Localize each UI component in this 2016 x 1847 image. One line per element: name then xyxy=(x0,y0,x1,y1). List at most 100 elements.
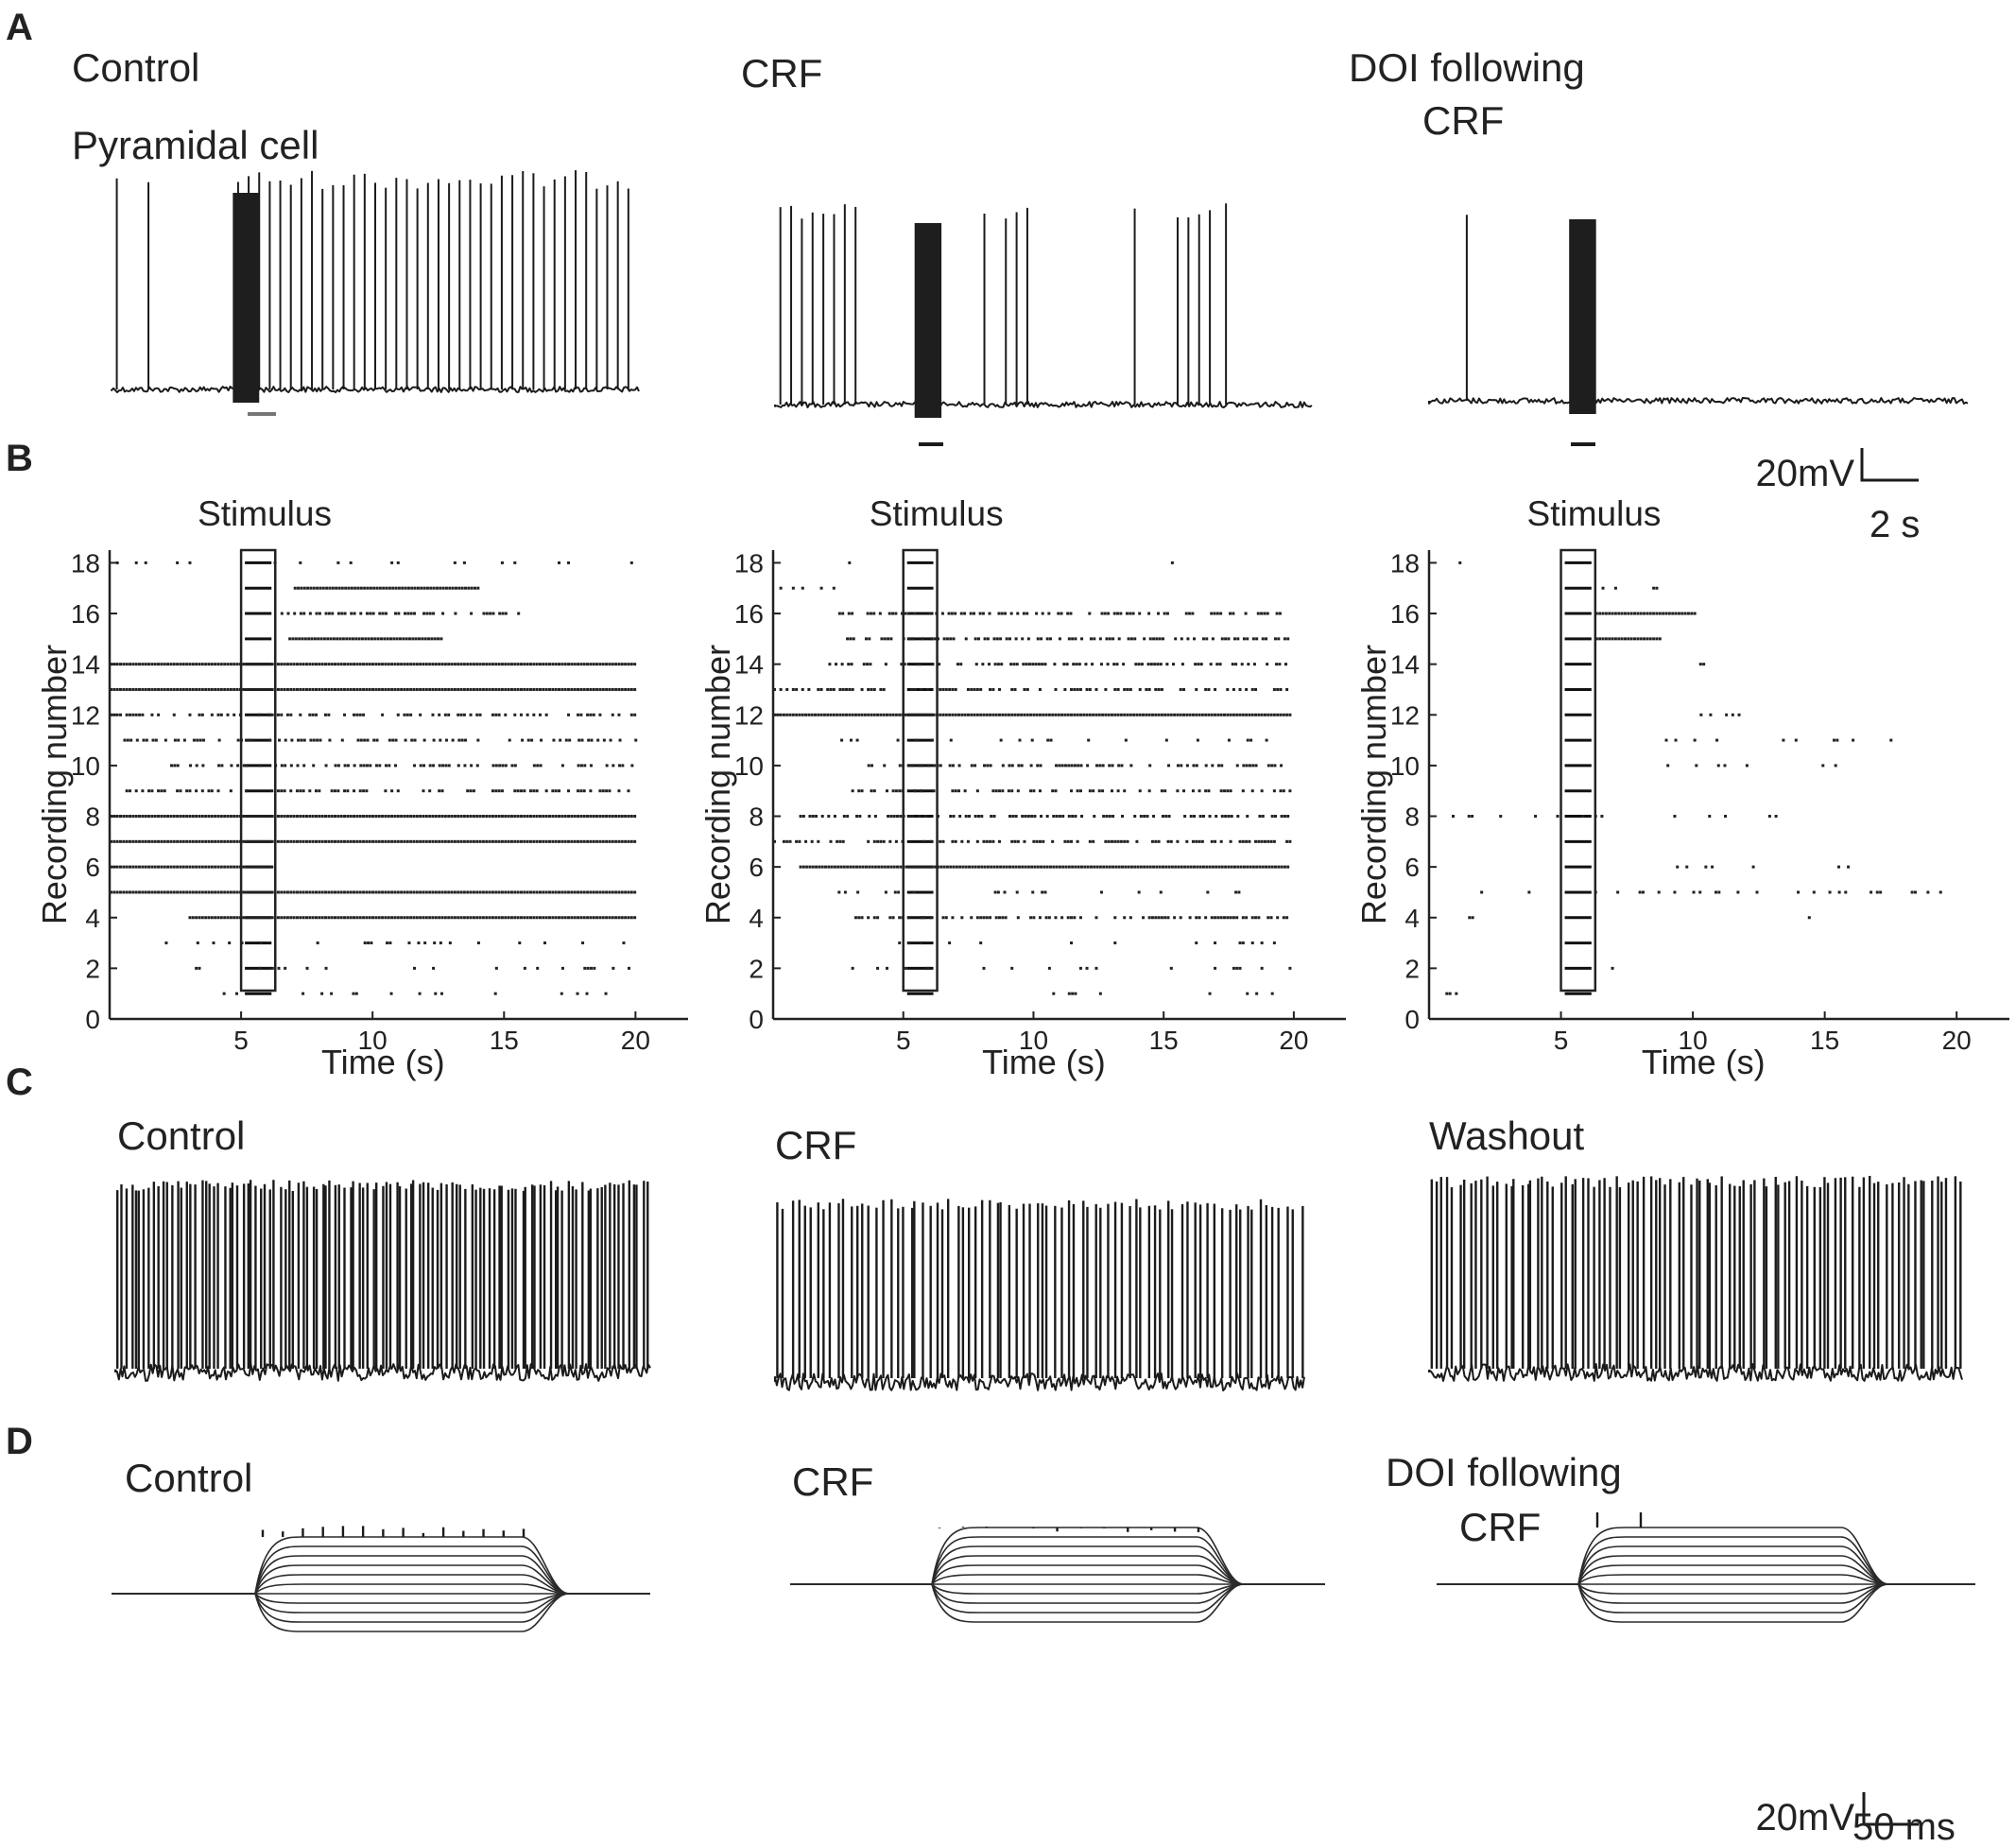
spike-tick xyxy=(1098,865,1102,869)
spike-tick xyxy=(1040,865,1043,869)
spike-tick xyxy=(945,865,949,869)
voltage-response xyxy=(112,1555,650,1595)
spike-tick xyxy=(851,713,854,716)
spike-tick xyxy=(294,637,298,641)
spike-tick xyxy=(857,789,861,793)
spike-tick xyxy=(618,738,622,742)
spike-tick xyxy=(1157,916,1161,920)
spike-tick xyxy=(254,839,258,843)
spike-tick xyxy=(548,815,552,819)
spike-tick xyxy=(459,713,463,716)
spike-tick xyxy=(478,687,482,691)
spike-tick xyxy=(897,890,901,894)
spike-tick xyxy=(422,815,425,819)
spike-tick xyxy=(459,916,463,920)
spike-tick xyxy=(1117,865,1121,869)
spike-tick xyxy=(422,764,426,768)
spike-tick xyxy=(315,612,319,615)
spike-tick xyxy=(238,865,242,869)
spike-tick xyxy=(466,663,470,666)
spike-tick xyxy=(339,839,343,843)
spike-tick xyxy=(444,764,448,768)
spike-tick xyxy=(142,738,146,742)
spike-tick xyxy=(1238,687,1242,691)
spike-tick xyxy=(519,789,523,793)
spike-tick xyxy=(138,865,142,869)
spike-tick xyxy=(339,890,343,894)
spike-tick xyxy=(179,815,182,819)
y-tick-label: 4 xyxy=(749,904,764,933)
spike-tick xyxy=(181,839,185,843)
spike-tick xyxy=(992,865,996,869)
spike-tick xyxy=(513,839,517,843)
spike-tick xyxy=(997,839,1001,843)
spike-tick xyxy=(393,815,397,819)
spike-tick xyxy=(354,637,358,641)
spike-tick xyxy=(343,789,347,793)
spike-tick xyxy=(432,586,436,590)
spike-tick xyxy=(191,890,195,894)
spike-tick xyxy=(1695,764,1698,768)
spike-tick xyxy=(629,890,633,894)
spike-tick xyxy=(394,738,398,742)
spike-tick xyxy=(433,941,437,945)
spike-tick xyxy=(624,687,628,691)
spike-tick xyxy=(1092,713,1095,716)
spike-tick xyxy=(558,663,561,666)
spike-tick xyxy=(1204,916,1208,920)
spike-tick xyxy=(1029,916,1033,920)
spike-tick xyxy=(1070,916,1074,920)
spike-tick xyxy=(988,612,991,615)
spike-tick xyxy=(528,789,532,793)
spike-tick xyxy=(922,916,926,920)
spike-tick xyxy=(432,738,436,742)
spike-tick xyxy=(849,738,853,742)
spike-tick xyxy=(404,612,407,615)
spike-tick xyxy=(189,764,193,768)
spike-tick xyxy=(497,687,501,691)
voltage-response xyxy=(790,1564,1325,1585)
spike-tick xyxy=(381,916,385,920)
spike-tick xyxy=(1057,612,1060,615)
spike-tick xyxy=(573,815,577,819)
spike-tick xyxy=(1247,663,1250,666)
spike-tick xyxy=(872,612,876,615)
spike-tick xyxy=(913,789,917,793)
spike-tick xyxy=(560,966,564,970)
y-axis-label: Recording number xyxy=(35,645,74,924)
spike-tick xyxy=(1224,637,1228,641)
spike-tick xyxy=(327,612,331,615)
spike-tick xyxy=(833,865,836,869)
spike-tick xyxy=(1844,890,1848,894)
spike-tick xyxy=(1074,992,1077,995)
spike-tick xyxy=(406,612,410,615)
spike-tick xyxy=(129,687,132,691)
spike-tick xyxy=(459,890,463,894)
spike-tick xyxy=(1016,789,1020,793)
spike-tick xyxy=(163,865,166,869)
spike-tick xyxy=(418,637,422,641)
spike-tick xyxy=(200,839,204,843)
spike-tick xyxy=(425,586,429,590)
spike-tick xyxy=(1008,637,1012,641)
spike-tick xyxy=(312,764,316,768)
spike-tick xyxy=(485,663,489,666)
spike-tick xyxy=(1093,815,1096,819)
spike-tick xyxy=(1135,839,1139,843)
spike-tick xyxy=(318,687,321,691)
spike-tick xyxy=(110,663,112,666)
spike-tick xyxy=(1736,890,1740,894)
voltage-response xyxy=(1437,1545,1975,1585)
spike-tick xyxy=(110,713,112,716)
spike-tick xyxy=(808,815,812,819)
spike-tick xyxy=(908,865,912,869)
spike-tick xyxy=(586,839,590,843)
spike-tick xyxy=(999,738,1003,742)
spike-tick xyxy=(295,663,299,666)
spike-tick xyxy=(602,738,606,742)
spike-tick xyxy=(860,789,864,793)
spike-tick xyxy=(494,966,498,970)
spike-tick xyxy=(185,839,189,843)
spike-tick xyxy=(200,916,204,920)
spike-tick xyxy=(302,890,305,894)
